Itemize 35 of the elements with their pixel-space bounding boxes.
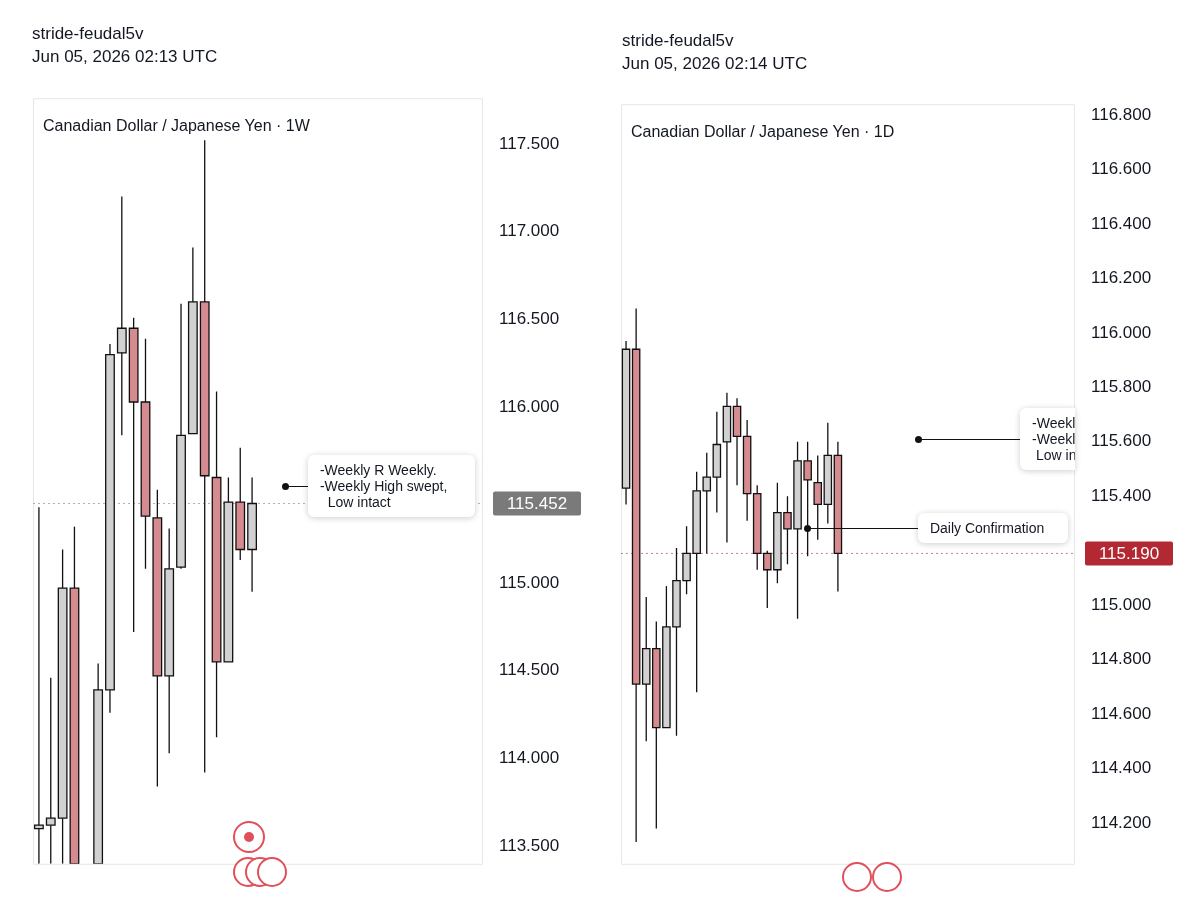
y-tick-label: 114.600 [1091, 703, 1152, 723]
y-tick-label: 115.600 [1091, 431, 1152, 451]
text: Jun 05, 2026 02:13 UTC [32, 47, 218, 67]
y-tick-label: 115.400 [1091, 485, 1152, 505]
annotation: Daily Confirmation [917, 513, 1069, 544]
text: stride-feudal5v [32, 24, 144, 44]
y-tick-label: 116.800 [1091, 104, 1152, 124]
y-tick-label: 117.000 [499, 221, 560, 241]
y-tick-label: 116.500 [499, 309, 560, 329]
ref-line-label: 115.452 [506, 494, 568, 514]
y-tick-label: 114.500 [499, 660, 560, 680]
y-tick-label: 115.000 [1091, 594, 1152, 614]
y-tick-label: 115.000 [499, 572, 560, 592]
candlestick [247, 476, 258, 593]
y-tick-label: 116.000 [499, 396, 560, 416]
text: Canadian Dollar / Japanese Yen · 1W [43, 116, 311, 134]
candlestick [176, 303, 186, 570]
y-tick-label: 114.200 [1091, 812, 1152, 832]
y-tick-label: 114.400 [1091, 758, 1152, 778]
ref-line-label: 115.190 [1098, 544, 1160, 564]
y-tick-label: 113.500 [499, 835, 560, 855]
candlestick [105, 343, 115, 714]
text: Canadian Dollar / Japanese Yen · 1D [631, 122, 895, 140]
y-tick-label: 116.400 [1091, 213, 1152, 233]
y-tick-label: 114.800 [1091, 649, 1152, 669]
y-tick-label: 115.800 [1091, 377, 1152, 397]
text: Jun 05, 2026 02:14 UTC [622, 54, 808, 74]
annotation: -Weekl -Weekl Low in [1020, 408, 1077, 471]
y-tick-label: 116.600 [1091, 159, 1152, 179]
y-tick-label: 116.200 [1091, 268, 1152, 288]
y-tick-label: 117.500 [499, 133, 560, 153]
y-tick-label: 114.000 [499, 748, 560, 768]
y-tick-label: 116.000 [1091, 322, 1152, 342]
annotation: -Weekly R Weekly. -Weekly High swept, Low intact [307, 455, 475, 518]
text: stride-feudal5v [622, 31, 734, 51]
